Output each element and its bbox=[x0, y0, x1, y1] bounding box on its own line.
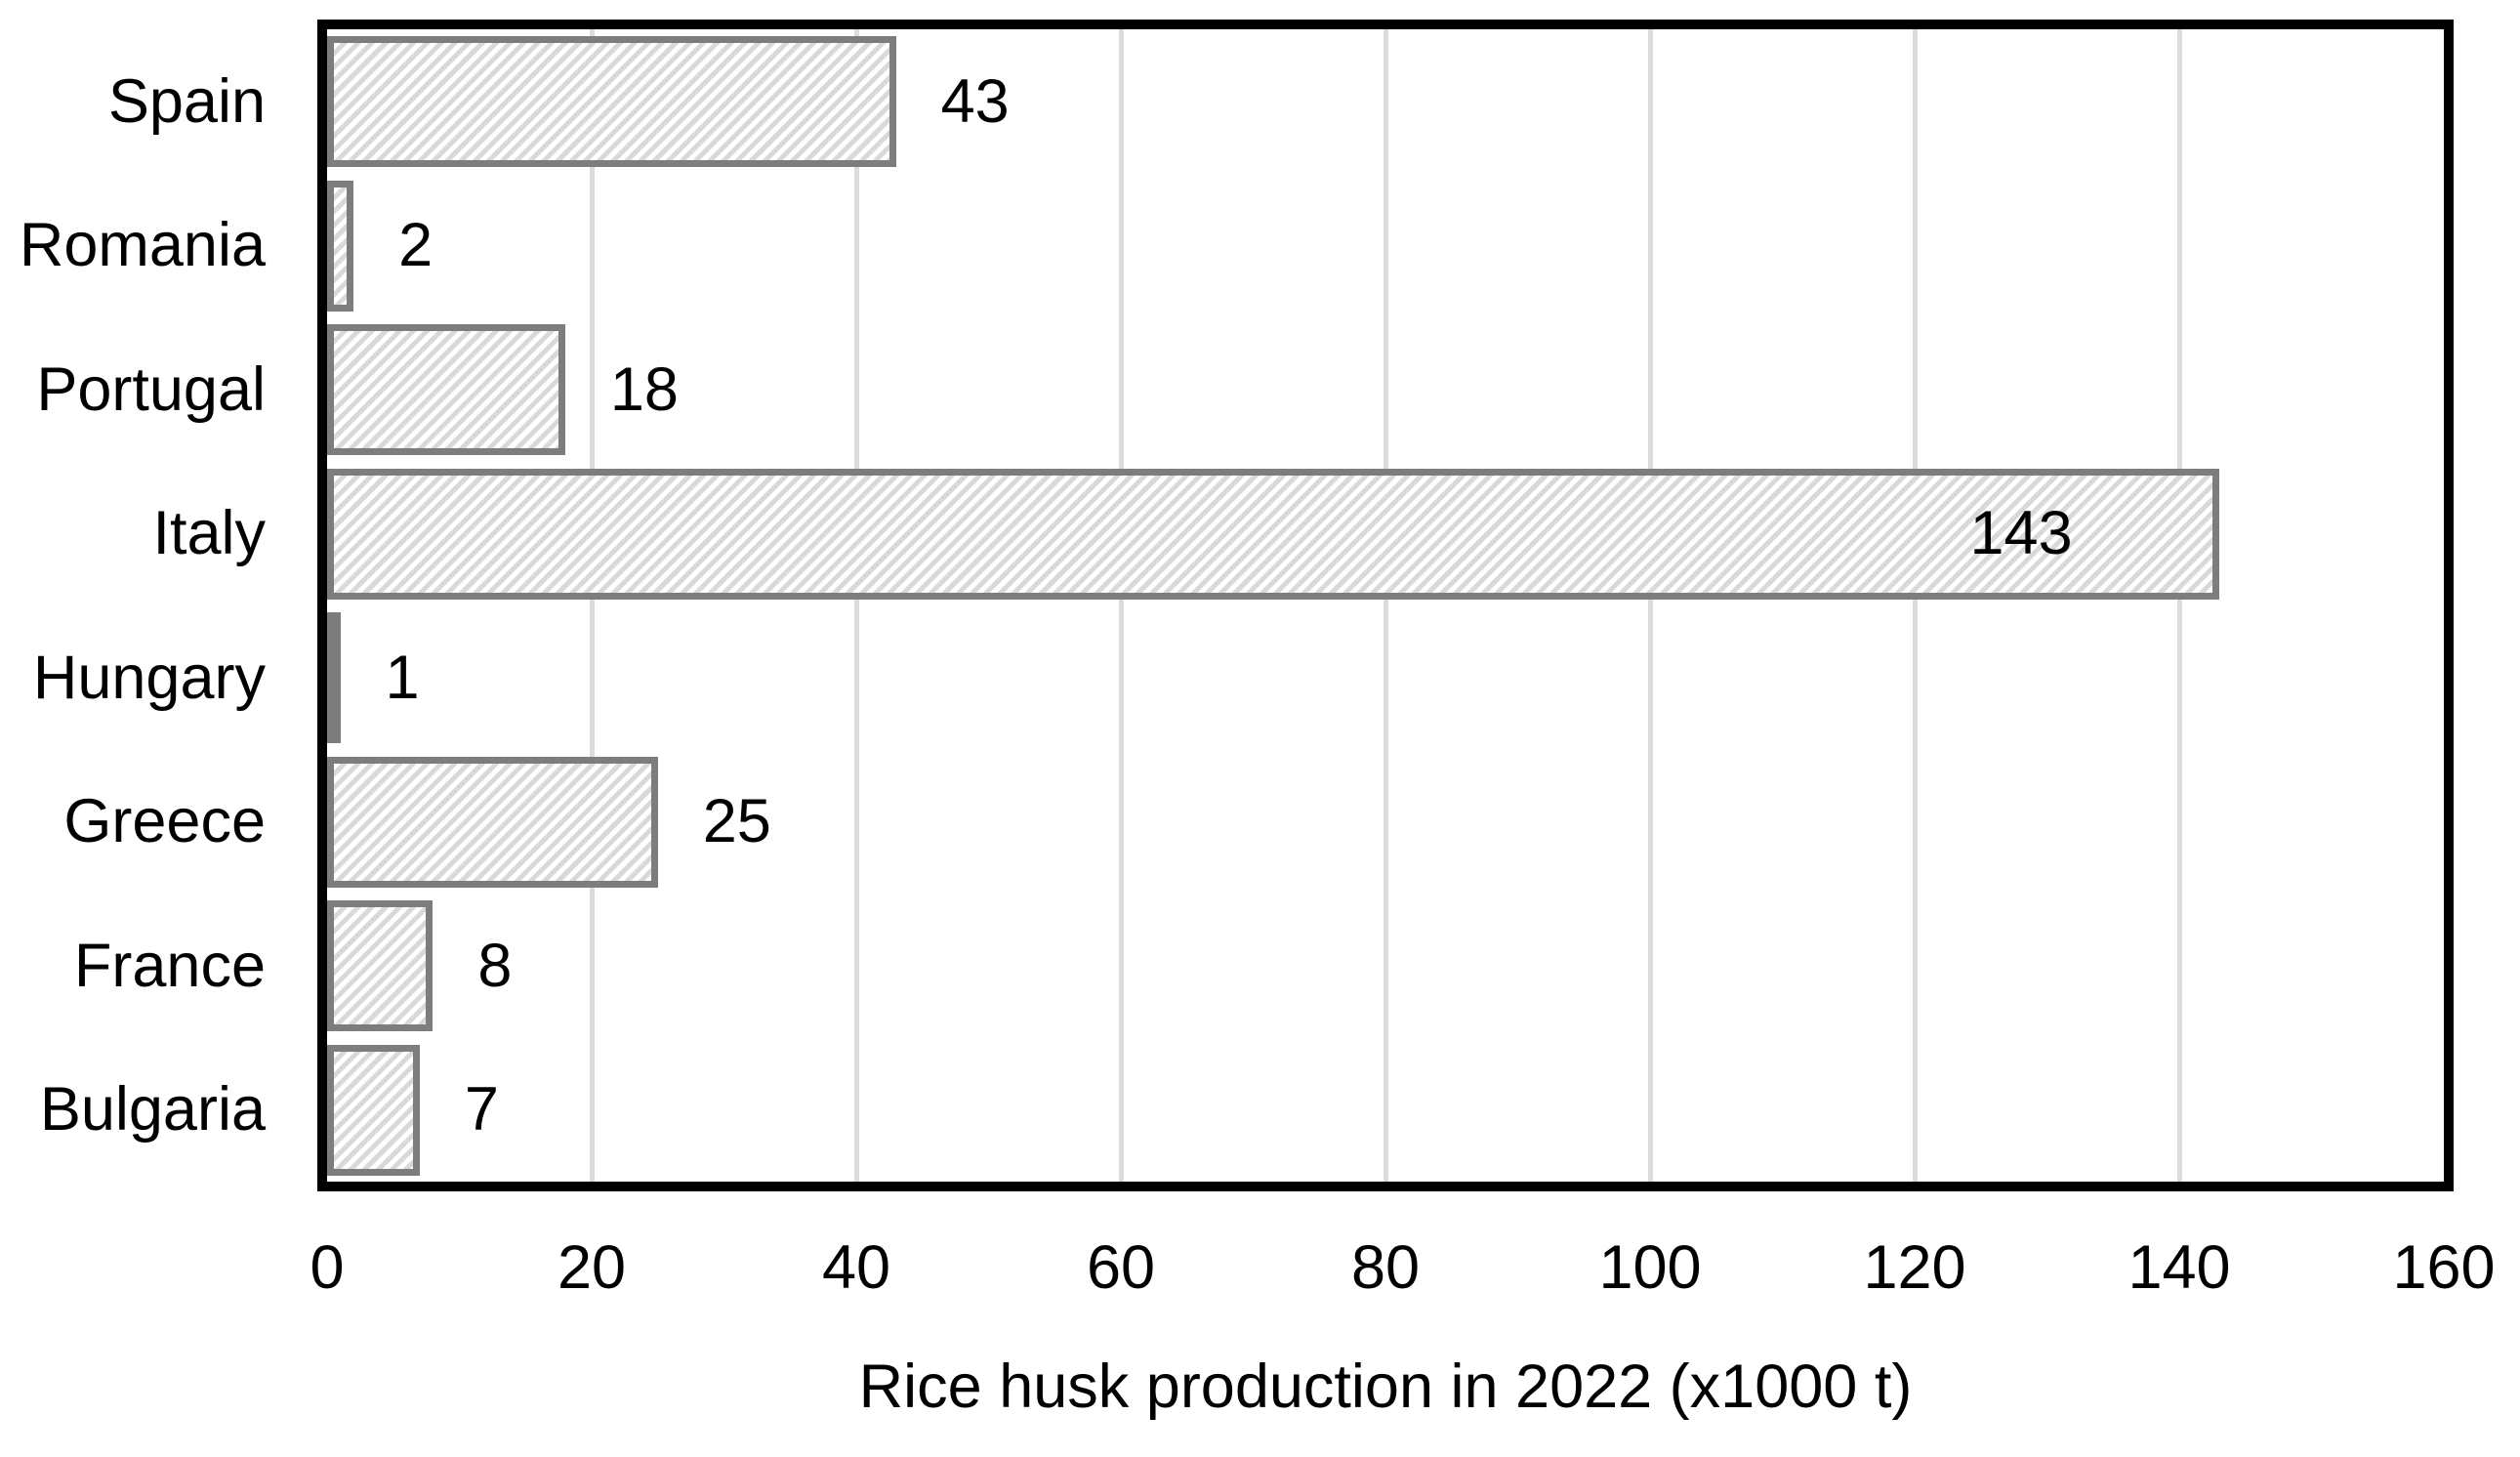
x-axis-title: Rice husk production in 2022 (x1000 t) bbox=[858, 1353, 1913, 1421]
gridline-40 bbox=[853, 29, 859, 1182]
bar-portugal bbox=[327, 324, 565, 455]
value-label-hungary: 1 bbox=[385, 643, 420, 712]
bar-greece bbox=[327, 756, 658, 888]
gridline-20 bbox=[589, 29, 595, 1182]
value-label-romania: 2 bbox=[398, 211, 434, 280]
value-label-spain: 43 bbox=[940, 66, 1010, 136]
tick-label-60: 60 bbox=[1086, 1233, 1156, 1302]
tick-label-160: 160 bbox=[2392, 1233, 2496, 1302]
category-label-greece: Greece bbox=[63, 787, 266, 856]
gridline-100 bbox=[1647, 29, 1653, 1182]
bar-france bbox=[327, 900, 434, 1031]
y-axis-category-labels: Spain Romania Portugal Italy Hungary Greece Fr… bbox=[0, 29, 266, 1182]
category-label-spain: Spain bbox=[107, 66, 266, 136]
gridline-60 bbox=[1118, 29, 1124, 1182]
tick-label-0: 0 bbox=[310, 1233, 345, 1302]
tick-label-20: 20 bbox=[557, 1233, 627, 1302]
gridline-80 bbox=[1383, 29, 1388, 1182]
x-axis-tick-labels: 0 20 40 60 80 100 120 140 160 bbox=[310, 1232, 2495, 1311]
tick-label-140: 140 bbox=[2128, 1233, 2231, 1302]
category-label-france: France bbox=[73, 931, 266, 1000]
tick-label-80: 80 bbox=[1350, 1233, 1421, 1302]
bar-italy bbox=[327, 468, 2219, 600]
category-label-italy: Italy bbox=[152, 499, 266, 568]
value-label-italy: 143 bbox=[1969, 499, 2073, 568]
bar-hungary bbox=[327, 612, 341, 743]
category-label-hungary: Hungary bbox=[32, 643, 266, 712]
tick-label-100: 100 bbox=[1598, 1233, 1702, 1302]
bar-bulgaria bbox=[327, 1044, 420, 1176]
value-label-greece: 25 bbox=[702, 787, 771, 856]
tick-label-120: 120 bbox=[1863, 1233, 1966, 1302]
gridline-140 bbox=[2176, 29, 2182, 1182]
category-label-romania: Romania bbox=[19, 211, 266, 280]
gridline-120 bbox=[1912, 29, 1918, 1182]
bar-romania bbox=[327, 180, 354, 312]
value-label-portugal: 18 bbox=[609, 354, 679, 424]
value-label-france: 8 bbox=[477, 931, 513, 1000]
category-label-portugal: Portugal bbox=[36, 354, 266, 424]
bar-spain bbox=[327, 36, 896, 167]
tick-label-40: 40 bbox=[821, 1233, 891, 1302]
value-label-bulgaria: 7 bbox=[464, 1075, 499, 1145]
category-label-bulgaria: Bulgaria bbox=[39, 1075, 266, 1145]
plot-area: 43 2 18 143 1 25 8 7 bbox=[317, 20, 2454, 1191]
